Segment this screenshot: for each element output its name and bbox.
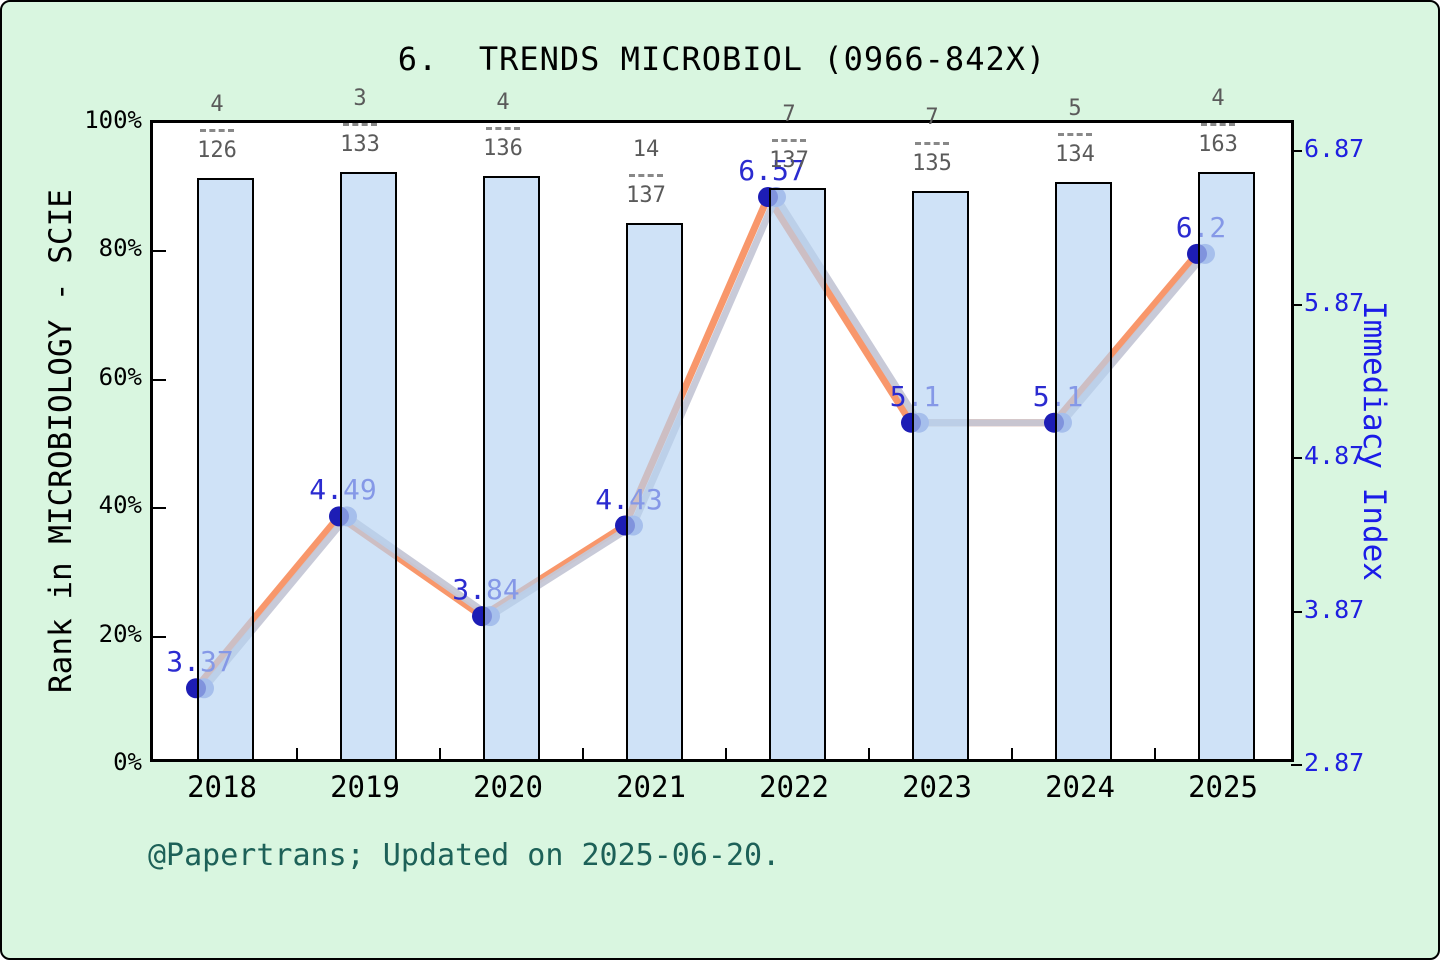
left-axis-tick: [153, 250, 166, 253]
x-axis-minor-tick: [438, 748, 441, 759]
fraction-divider: [629, 163, 663, 177]
fraction-divider: [1058, 122, 1092, 136]
right-axis-tick: [1291, 764, 1302, 766]
chart-title: 6. TRENDS MICROBIOL (0966-842X): [397, 40, 1047, 78]
right-axis-tick: [1291, 150, 1302, 152]
rank-bar-2022: [768, 188, 826, 759]
left-axis-tick: [153, 378, 166, 381]
x-axis-minor-tick: [867, 748, 870, 759]
fraction-numerator: 4: [1211, 86, 1225, 112]
fraction-divider: [486, 116, 520, 131]
fraction-denominator: 136: [483, 136, 523, 162]
left-axis-tick-label: 40%: [98, 491, 142, 520]
rank-fraction-2020: 4 136: [443, 90, 563, 162]
x-axis-minor-tick: [581, 748, 584, 759]
left-axis-tick: [153, 507, 166, 510]
left-axis-tick-label: 100%: [84, 106, 142, 134]
rank-bar-2025: [1197, 172, 1255, 759]
fraction-numerator: 3: [353, 86, 367, 112]
left-axis-tick-label: 20%: [98, 619, 142, 648]
x-axis-year-label-2023: 2023: [902, 770, 972, 804]
rank-bar-2019: [339, 172, 397, 759]
x-axis-year-label-2024: 2024: [1045, 770, 1115, 804]
right-axis-tick-label: 3.87: [1304, 594, 1365, 624]
rank-fraction-2024: 5 134: [1015, 96, 1135, 168]
plot-area: 4126313341361413771377135513441633.374.4…: [150, 86, 1302, 766]
x-axis-minor-tick: [724, 748, 727, 759]
fraction-denominator: 133: [340, 132, 380, 158]
rank-fraction-2023: 7 135: [872, 105, 992, 177]
rank-bar-2020: [482, 176, 540, 759]
fraction-denominator: 135: [912, 150, 952, 176]
fraction-divider: [915, 131, 949, 145]
left-axis-tick-label: 80%: [98, 234, 142, 263]
fraction-divider: [772, 128, 806, 143]
fraction-denominator: 134: [1055, 141, 1095, 167]
x-axis-year-label-2022: 2022: [759, 770, 829, 804]
x-axis-year-label-2019: 2019: [330, 770, 400, 804]
rank-fraction-2021: 14 137: [586, 137, 706, 209]
right-axis-tick-label: 6.87: [1304, 134, 1365, 163]
fraction-numerator: 4: [210, 92, 224, 117]
fraction-numerator: 14: [632, 136, 660, 162]
fraction-divider: [200, 118, 234, 132]
x-axis-minor-tick: [1153, 748, 1156, 759]
fraction-numerator: 4: [496, 90, 510, 116]
left-axis-tick: [153, 635, 166, 638]
rank-fraction-2025: 4 163: [1158, 86, 1278, 158]
right-axis-tick: [1291, 610, 1302, 613]
rank-bar-2018: [196, 178, 254, 759]
rank-bar-2024: [1054, 181, 1112, 759]
left-axis-tick-label: 0%: [113, 748, 142, 776]
x-axis-year-label-2021: 2021: [616, 770, 686, 804]
fraction-divider: [343, 112, 377, 127]
attribution-text: @Papertrans; Updated on 2025-06-20.: [148, 838, 781, 873]
fraction-numerator: 7: [782, 102, 796, 128]
rank-fraction-2019: 3 133: [300, 86, 420, 158]
x-axis-minor-tick: [295, 748, 298, 759]
rank-fraction-2018: 4 126: [157, 92, 277, 164]
fraction-numerator: 7: [925, 104, 939, 130]
line-series-layer: [186, 187, 1215, 699]
fraction-denominator: 126: [197, 138, 237, 163]
x-axis-year-label-2018: 2018: [187, 770, 257, 804]
left-axis-tick-label: 60%: [98, 362, 142, 391]
x-axis-minor-tick: [1010, 748, 1013, 759]
fraction-denominator: 137: [769, 148, 809, 174]
left-axis-title: Rank in MICROBIOLOGY - SCIE: [43, 189, 79, 693]
right-axis-tick-label: 2.87: [1304, 748, 1365, 777]
right-axis-tick-label: 5.87: [1304, 287, 1365, 317]
fraction-numerator: 5: [1068, 95, 1082, 121]
rank-bar-2023: [911, 190, 969, 759]
rank-fraction-2022: 7 137: [729, 102, 849, 174]
fraction-denominator: 163: [1198, 132, 1238, 158]
fraction-divider: [1201, 112, 1235, 127]
right-axis-tick: [1291, 457, 1302, 459]
x-axis-year-label-2020: 2020: [473, 770, 543, 804]
right-axis-tick-label: 4.87: [1304, 441, 1365, 470]
x-axis-year-label-2025: 2025: [1188, 770, 1258, 804]
fraction-denominator: 137: [626, 182, 666, 208]
right-axis-title: Immediacy Index: [1356, 301, 1392, 581]
immediacy-value-label-2022: 6.57: [738, 154, 806, 188]
right-axis-tick: [1291, 303, 1302, 306]
rank-bar-2021: [625, 222, 683, 759]
